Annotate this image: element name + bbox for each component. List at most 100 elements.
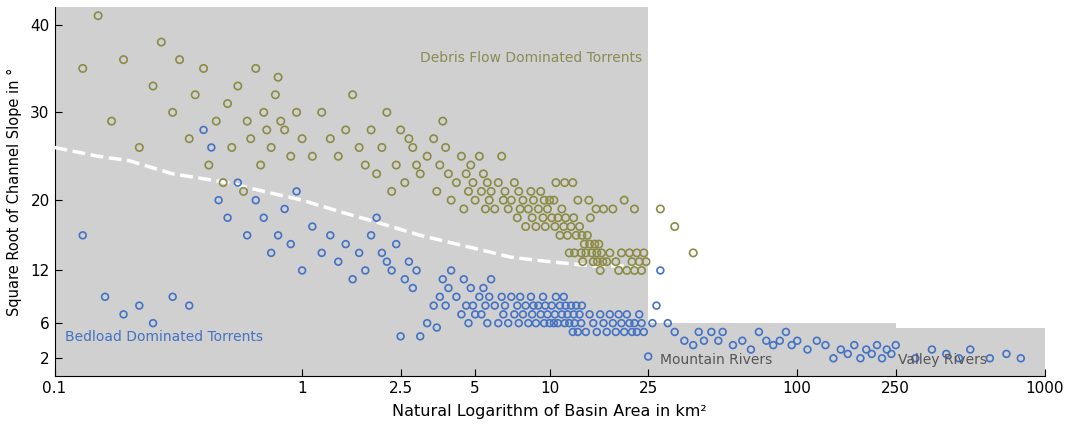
- Point: [549, 320, 567, 327]
- Text: Valley Rivers: Valley Rivers: [897, 353, 986, 367]
- Point: [530, 302, 547, 309]
- Point: [564, 328, 582, 335]
- Point: [539, 311, 556, 318]
- Point: [495, 197, 512, 204]
- Point: [255, 109, 272, 116]
- Point: [525, 302, 542, 309]
- Point: [534, 214, 552, 221]
- Point: [578, 232, 595, 239]
- Bar: [55, 7, 648, 376]
- Bar: [895, 328, 1045, 376]
- Point: [512, 206, 529, 213]
- Point: [907, 355, 924, 362]
- Point: [218, 100, 236, 107]
- Point: [604, 320, 621, 327]
- Point: [950, 355, 967, 362]
- Point: [666, 328, 683, 335]
- Point: [573, 302, 590, 309]
- Point: [541, 197, 558, 204]
- Point: [276, 127, 293, 133]
- Point: [396, 179, 413, 186]
- Point: [582, 214, 599, 221]
- Point: [497, 188, 514, 195]
- Point: [195, 65, 212, 72]
- Point: [186, 91, 203, 98]
- Point: [404, 144, 421, 151]
- Point: [506, 311, 523, 318]
- Point: [493, 294, 510, 300]
- Point: [598, 328, 615, 335]
- Point: [637, 258, 654, 265]
- Point: [629, 328, 646, 335]
- Point: [537, 302, 554, 309]
- Point: [534, 294, 552, 300]
- Point: [703, 328, 720, 335]
- Point: [489, 179, 507, 186]
- Point: [481, 197, 498, 204]
- Point: [472, 311, 489, 318]
- Point: [288, 109, 305, 116]
- Point: [388, 241, 405, 248]
- Point: [330, 153, 347, 160]
- Point: [610, 311, 628, 318]
- Point: [145, 320, 162, 327]
- Point: [171, 56, 188, 63]
- Point: [644, 320, 661, 327]
- Point: [962, 346, 979, 353]
- Point: [510, 320, 527, 327]
- Point: [419, 153, 436, 160]
- Point: [282, 153, 299, 160]
- Point: [734, 337, 751, 344]
- Point: [495, 311, 512, 318]
- Point: [635, 250, 652, 256]
- Point: [337, 127, 355, 133]
- Point: [652, 267, 669, 274]
- Point: [509, 214, 526, 221]
- Point: [428, 324, 446, 331]
- Point: [998, 351, 1015, 357]
- Point: [434, 276, 451, 282]
- Point: [500, 206, 517, 213]
- Point: [545, 197, 562, 204]
- Point: [591, 311, 608, 318]
- Point: [633, 267, 650, 274]
- Point: [613, 250, 630, 256]
- Point: [500, 320, 517, 327]
- Point: [404, 285, 421, 291]
- Point: [523, 188, 540, 195]
- Point: [690, 328, 707, 335]
- Point: [337, 241, 355, 248]
- Point: [432, 161, 449, 168]
- Point: [604, 206, 621, 213]
- Point: [695, 337, 712, 344]
- X-axis label: Natural Logarithm of Basin Area in km²: Natural Logarithm of Basin Area in km²: [392, 404, 707, 419]
- Point: [218, 214, 236, 221]
- Point: [846, 342, 863, 348]
- Point: [270, 232, 287, 239]
- Point: [547, 294, 564, 300]
- Point: [610, 267, 628, 274]
- Point: [442, 267, 459, 274]
- Point: [252, 161, 269, 168]
- Point: [771, 337, 788, 344]
- Point: [568, 232, 585, 239]
- Point: [223, 144, 240, 151]
- Point: [164, 109, 181, 116]
- Point: [598, 258, 615, 265]
- Point: [465, 179, 482, 186]
- Point: [625, 206, 643, 213]
- Point: [591, 267, 608, 274]
- Point: [825, 355, 842, 362]
- Point: [573, 320, 590, 327]
- Point: [463, 161, 480, 168]
- Point: [471, 153, 488, 160]
- Point: [554, 206, 571, 213]
- Point: [293, 267, 311, 274]
- Point: [559, 311, 576, 318]
- Point: [486, 206, 503, 213]
- Point: [425, 135, 442, 142]
- Point: [514, 311, 531, 318]
- Point: [618, 267, 635, 274]
- Point: [557, 214, 574, 221]
- Point: [229, 83, 246, 89]
